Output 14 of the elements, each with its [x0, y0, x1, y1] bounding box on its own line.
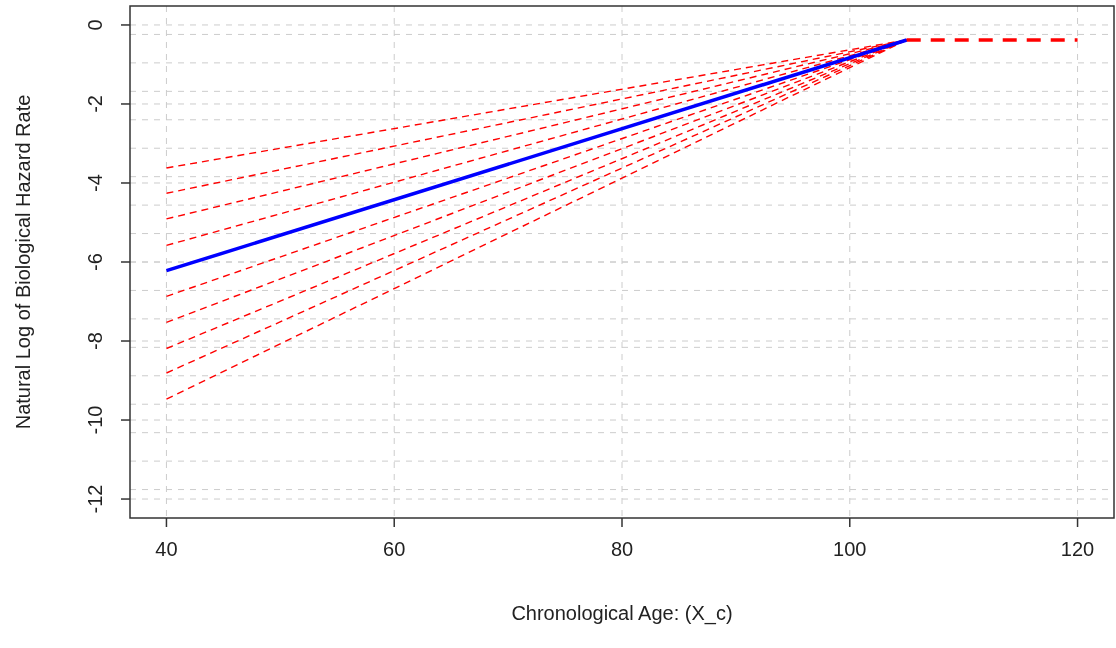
- y-tick-label: -10: [84, 405, 106, 435]
- x-tick-label: 80: [610, 538, 634, 560]
- y-tick-label: -4: [84, 174, 106, 192]
- x-tick-label: 100: [833, 538, 867, 560]
- x-tick-label: 40: [155, 538, 178, 560]
- x-axis-title: Chronological Age: (X_c): [511, 602, 733, 625]
- y-tick-label: -6: [84, 253, 106, 271]
- x-tick-label: 60: [383, 538, 406, 560]
- y-tick-label: -12: [84, 484, 106, 514]
- x-tick-label: 120: [1060, 538, 1095, 560]
- y-tick-label: -2: [84, 95, 106, 113]
- y-tick-label: 0: [84, 19, 106, 31]
- y-axis-title: Natural Log of Biological Hazard Rate: [12, 94, 34, 430]
- y-tick-label: -8: [84, 332, 106, 350]
